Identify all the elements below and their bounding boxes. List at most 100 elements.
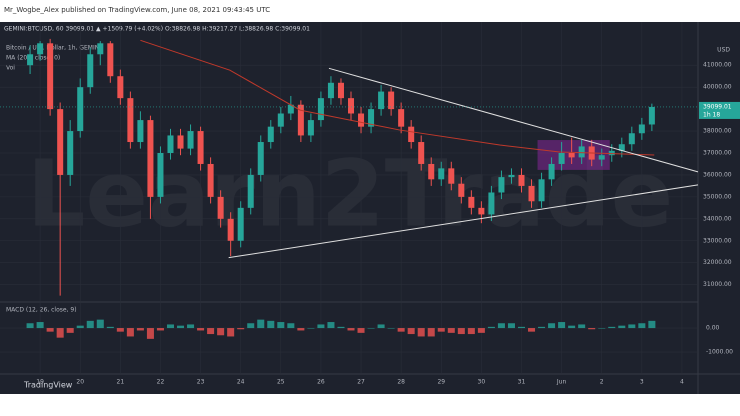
legend-item: Bitcoin / U.S. Dollar, 1h, GEMINI: [6, 45, 101, 52]
last-price-tag: [699, 101, 740, 119]
candle-body: [418, 142, 425, 164]
y-tick-label: 31000.00: [703, 281, 732, 288]
candle-body: [37, 43, 44, 55]
candle-body: [448, 168, 455, 184]
candle-body: [388, 91, 395, 110]
candle-body: [77, 87, 84, 132]
macd-bar: [116, 328, 124, 332]
candle-body: [97, 43, 104, 55]
candle-body: [568, 152, 575, 158]
macd-bar: [648, 320, 656, 329]
macd-bar: [247, 323, 255, 329]
macd-bar: [197, 328, 205, 331]
macd-bar: [588, 328, 596, 330]
candle-body: [177, 135, 184, 149]
macd-bar: [568, 325, 576, 329]
candle-body: [468, 196, 475, 208]
macd-bar: [166, 324, 174, 329]
candle-body: [608, 150, 615, 156]
macd-bar: [56, 328, 64, 338]
macd-tick-label: 0.00: [706, 325, 720, 332]
macd-bar: [457, 328, 465, 335]
candle-body: [428, 163, 435, 180]
macd-bar: [76, 325, 84, 329]
x-tick-label: 22: [157, 379, 165, 386]
macd-bar: [608, 326, 616, 329]
macd-bar: [507, 323, 515, 329]
y-tick-label: 38000.00: [703, 128, 732, 135]
candle-body: [107, 43, 114, 77]
macd-bar: [96, 319, 104, 329]
candle-body: [277, 113, 284, 127]
candle-body: [648, 106, 655, 125]
candle-body: [458, 183, 465, 197]
macd-bar: [86, 320, 94, 329]
candle-body: [267, 126, 274, 143]
y-tick-label: 40000.00: [703, 84, 732, 91]
candle-body: [378, 91, 385, 110]
x-tick-label: 20: [76, 379, 84, 386]
x-tick-label: 25: [277, 379, 285, 386]
candle-body: [167, 135, 174, 153]
candle-body: [498, 177, 505, 193]
x-tick-label: 27: [357, 379, 365, 386]
x-tick-label: 31: [518, 379, 526, 386]
candle-body: [628, 133, 635, 145]
x-tick-label: 24: [237, 379, 245, 386]
x-tick-label: 28: [397, 379, 405, 386]
legend-item: Vol: [6, 65, 15, 72]
candle-body: [127, 98, 134, 143]
candle-body: [508, 174, 515, 178]
macd-bar: [257, 319, 265, 329]
macd-bar: [177, 325, 185, 329]
macd-bar: [267, 320, 275, 329]
candle-body: [598, 155, 605, 160]
macd-bar: [26, 323, 34, 329]
x-tick-label: 2: [600, 379, 604, 386]
candle-body: [307, 120, 314, 136]
y-tick-label: 32000.00: [703, 259, 732, 266]
y-tick-label: 37000.00: [703, 149, 732, 156]
y-tick-label: 36000.00: [703, 171, 732, 178]
candle-body: [638, 124, 645, 134]
last-price-label: 39099.01: [703, 103, 732, 110]
candle-body: [147, 120, 154, 197]
macd-bar: [558, 322, 566, 329]
candle-body: [618, 144, 625, 151]
macd-bar: [287, 323, 295, 329]
x-tick-label: 4: [680, 379, 684, 386]
macd-bar: [227, 328, 235, 337]
x-tick-label: 21: [117, 379, 125, 386]
macd-bar: [638, 323, 646, 329]
candle-body: [257, 142, 264, 175]
candle-body: [47, 43, 54, 110]
macd-bar: [187, 324, 195, 329]
macd-bar: [46, 328, 54, 332]
macd-bar: [277, 322, 285, 329]
x-tick-label: 29: [437, 379, 445, 386]
candle-body: [197, 131, 204, 164]
macd-bar: [347, 328, 355, 331]
candle-body: [438, 168, 445, 180]
candle-body: [287, 104, 294, 114]
macd-bar: [548, 323, 556, 329]
macd-bar: [367, 328, 375, 329]
macd-bar: [217, 328, 225, 336]
macd-bar: [417, 328, 425, 337]
x-tick-label: 23: [197, 379, 205, 386]
macd-bar: [337, 326, 345, 329]
candle-body: [187, 131, 194, 149]
candle-body: [237, 207, 244, 241]
macd-bar: [297, 328, 305, 331]
candle-body: [347, 98, 355, 114]
macd-bar: [437, 328, 445, 332]
macd-bar: [407, 328, 415, 335]
macd-bar: [207, 328, 215, 335]
macd-tick-label: -1000.00: [706, 349, 733, 356]
watermark: Learn2Trade: [27, 140, 673, 247]
x-tick-label: 26: [317, 379, 325, 386]
macd-bar: [106, 326, 114, 329]
macd-bar: [377, 324, 385, 329]
candle-body: [398, 109, 405, 127]
candle-body: [578, 146, 585, 158]
